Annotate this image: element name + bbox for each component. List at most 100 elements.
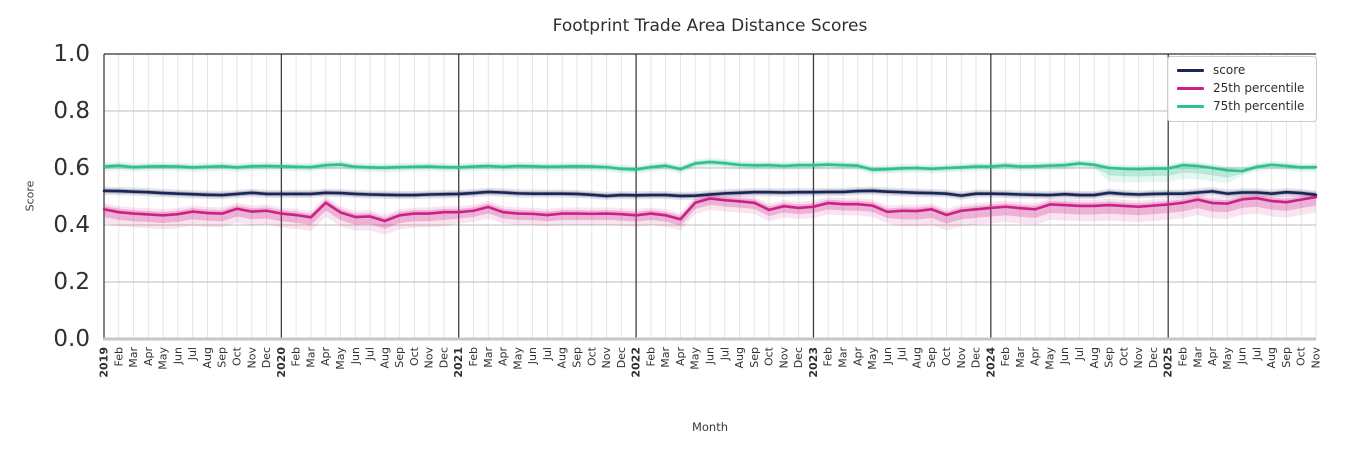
svg-text:Dec: Dec [260, 347, 273, 368]
svg-text:2023: 2023 [807, 347, 820, 378]
svg-text:Mar: Mar [1191, 347, 1204, 368]
svg-text:Sep: Sep [748, 347, 761, 368]
svg-text:Nov: Nov [423, 347, 436, 369]
svg-text:Apr: Apr [142, 347, 155, 367]
svg-text:Dec: Dec [615, 347, 628, 368]
svg-text:2024: 2024 [984, 347, 997, 378]
svg-text:Sep: Sep [1103, 347, 1116, 368]
svg-text:Jul: Jul [541, 347, 554, 361]
svg-text:Jun: Jun [1236, 347, 1249, 365]
svg-text:Jul: Jul [364, 347, 377, 361]
svg-text:Feb: Feb [290, 347, 303, 366]
svg-text:Sep: Sep [393, 347, 406, 368]
svg-text:Feb: Feb [822, 347, 835, 366]
svg-text:Sep: Sep [216, 347, 229, 368]
svg-text:Jun: Jun [1058, 347, 1071, 365]
svg-text:Nov: Nov [245, 347, 258, 369]
svg-text:2019: 2019 [98, 347, 111, 378]
svg-text:Apr: Apr [1206, 347, 1219, 367]
svg-text:Jun: Jun [526, 347, 539, 365]
legend-swatch-75th-percentile [1177, 105, 1204, 109]
svg-text:Dec: Dec [437, 347, 450, 368]
svg-text:Dec: Dec [1147, 347, 1160, 368]
svg-text:Aug: Aug [1088, 347, 1101, 368]
svg-text:Oct: Oct [1295, 346, 1308, 366]
svg-text:Mar: Mar [127, 347, 140, 368]
legend-swatch-25th-percentile [1177, 87, 1204, 91]
legend-label: score [1213, 63, 1246, 77]
svg-text:Apr: Apr [497, 347, 510, 367]
svg-text:Mar: Mar [1014, 347, 1027, 368]
svg-text:Mar: Mar [304, 347, 317, 368]
svg-text:2021: 2021 [452, 347, 465, 378]
svg-text:Jun: Jun [704, 347, 717, 365]
svg-text:Nov: Nov [955, 347, 968, 369]
svg-text:Jul: Jul [186, 347, 199, 361]
svg-text:Mar: Mar [482, 347, 495, 368]
svg-text:Feb: Feb [999, 347, 1012, 366]
svg-text:Jun: Jun [171, 347, 184, 365]
svg-text:Nov: Nov [777, 347, 790, 369]
svg-text:0.4: 0.4 [53, 212, 90, 238]
svg-text:Oct: Oct [231, 346, 244, 366]
svg-text:May: May [1221, 347, 1234, 370]
svg-text:Oct: Oct [763, 346, 776, 366]
svg-text:Apr: Apr [851, 347, 864, 367]
svg-text:Jul: Jul [718, 347, 731, 361]
x-axis-label: Month [691, 420, 729, 434]
legend-swatch-score [1177, 69, 1204, 73]
svg-text:Mar: Mar [659, 347, 672, 368]
legend-item-score: score [1177, 63, 1307, 77]
svg-text:Aug: Aug [1265, 347, 1278, 368]
svg-text:May: May [1043, 347, 1056, 370]
svg-text:Jul: Jul [1250, 347, 1263, 361]
legend-item-25th-percentile: 25th percentile [1177, 81, 1307, 96]
svg-text:Jul: Jul [896, 347, 909, 361]
svg-text:Aug: Aug [378, 347, 391, 368]
svg-text:Dec: Dec [792, 347, 805, 368]
svg-text:1.0: 1.0 [53, 41, 90, 67]
svg-text:Apr: Apr [674, 347, 687, 367]
legend-item-75th-percentile: 75th percentile [1177, 100, 1307, 113]
legend-label: 75th percentile [1213, 99, 1305, 114]
svg-text:Feb: Feb [1176, 347, 1189, 366]
svg-text:May: May [511, 347, 524, 370]
svg-text:Jul: Jul [1073, 347, 1086, 361]
svg-text:Aug: Aug [556, 347, 569, 368]
svg-text:Oct: Oct [408, 346, 421, 366]
svg-text:Sep: Sep [1280, 347, 1293, 368]
svg-text:2025: 2025 [1162, 347, 1175, 378]
svg-text:Feb: Feb [644, 347, 657, 366]
svg-text:Oct: Oct [585, 346, 598, 366]
svg-text:0.0: 0.0 [53, 326, 90, 352]
svg-text:May: May [157, 347, 170, 370]
svg-text:Jun: Jun [881, 347, 894, 365]
svg-text:2020: 2020 [275, 347, 288, 378]
svg-text:Feb: Feb [112, 347, 125, 366]
svg-text:Jun: Jun [349, 347, 362, 365]
svg-text:Oct: Oct [940, 346, 953, 366]
legend: score 25th percentile 75th percentile [1167, 56, 1317, 122]
svg-text:Mar: Mar [837, 347, 850, 368]
svg-text:Aug: Aug [201, 347, 214, 368]
svg-text:0.8: 0.8 [53, 98, 90, 124]
svg-text:May: May [334, 347, 347, 370]
chart-title: Footprint Trade Area Distance Scores [552, 16, 868, 36]
svg-text:Nov: Nov [1132, 347, 1145, 369]
svg-text:Dec: Dec [970, 347, 983, 368]
svg-text:May: May [866, 347, 879, 370]
svg-text:Sep: Sep [570, 347, 583, 368]
svg-text:Apr: Apr [1029, 347, 1042, 367]
svg-text:Oct: Oct [1117, 346, 1130, 366]
svg-text:May: May [689, 347, 702, 370]
svg-text:Aug: Aug [733, 347, 746, 368]
svg-text:Aug: Aug [910, 347, 923, 368]
svg-text:0.6: 0.6 [53, 155, 90, 181]
svg-text:Feb: Feb [467, 347, 480, 366]
svg-text:Apr: Apr [319, 347, 332, 367]
svg-text:Nov: Nov [1310, 347, 1323, 369]
svg-text:2022: 2022 [630, 347, 643, 378]
legend-label: 25th percentile [1213, 81, 1305, 96]
